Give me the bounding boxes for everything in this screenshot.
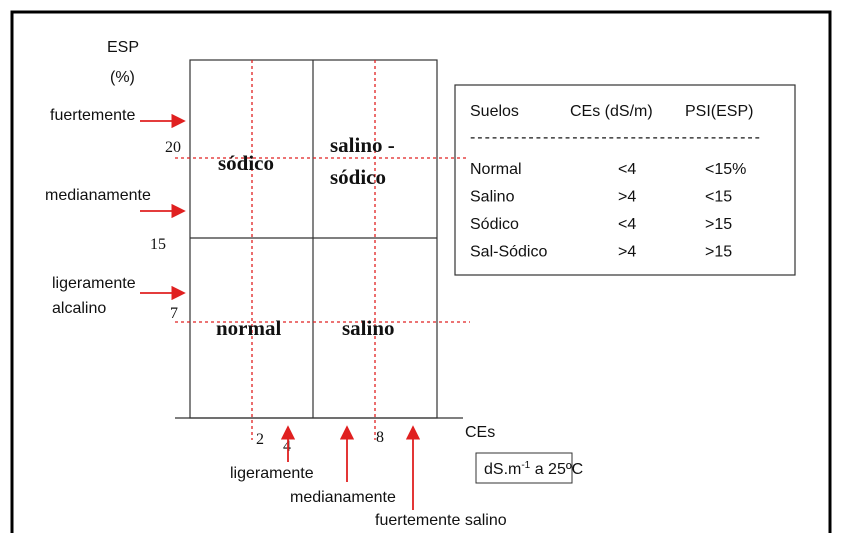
unit-box (475, 452, 573, 484)
x-tick: 2 (256, 431, 264, 448)
table-cell: Sódico (470, 216, 519, 233)
level-label: fuertemente (50, 107, 135, 124)
table-header: PSI(ESP) (685, 103, 753, 120)
x-tick: 4 (283, 438, 291, 455)
quadrant-label: sódico (218, 151, 274, 175)
y-tick: 15 (150, 236, 166, 253)
frame (10, 10, 832, 533)
x-tick: 8 (376, 429, 384, 446)
y-tick: 20 (165, 139, 181, 156)
table-cell: Sal-Sódico (470, 244, 547, 261)
x-label: CEs (465, 424, 495, 441)
table-rows: Normal <4 <15% Salino >4 <15 Sódico <4 >15 Sal-Só… (470, 161, 746, 261)
level-label: alcalino (52, 300, 106, 317)
y-tick: 7 (170, 305, 178, 322)
quadrant-label: normal (216, 316, 281, 340)
table-separator: ---------------------------------------- (470, 129, 760, 146)
table-cell: >15 (705, 216, 732, 233)
table-cell: Normal (470, 161, 522, 178)
table-header: Suelos (470, 103, 519, 120)
level-label: ligeramente (230, 465, 314, 482)
table-cell: <4 (618, 161, 636, 178)
table-cell: >4 (618, 244, 636, 261)
level-label: medianamente (45, 187, 151, 204)
table-cell: >4 (618, 189, 636, 206)
table-header: CEs (dS/m) (570, 103, 653, 120)
thresholds (175, 60, 470, 440)
level-label: ligeramente (52, 275, 136, 292)
level-label: fuertemente salino (375, 512, 507, 529)
y-unit: (%) (110, 69, 135, 86)
table-cell: >15 (705, 244, 732, 261)
table-cell: <15% (705, 161, 746, 178)
level-label: medianamente (290, 489, 396, 506)
table-cell: Salino (470, 189, 515, 206)
grid (175, 59, 463, 419)
table-box (454, 84, 796, 276)
quadrant-label: salino (342, 316, 395, 340)
quadrant-label: sódico (330, 165, 386, 189)
y-label: ESP (107, 39, 139, 56)
table-cell: <4 (618, 216, 636, 233)
quadrant-label: salino - (330, 133, 395, 157)
table-cell: <15 (705, 189, 732, 206)
unit-label: dS.m-1 a 25ºC (484, 460, 583, 478)
